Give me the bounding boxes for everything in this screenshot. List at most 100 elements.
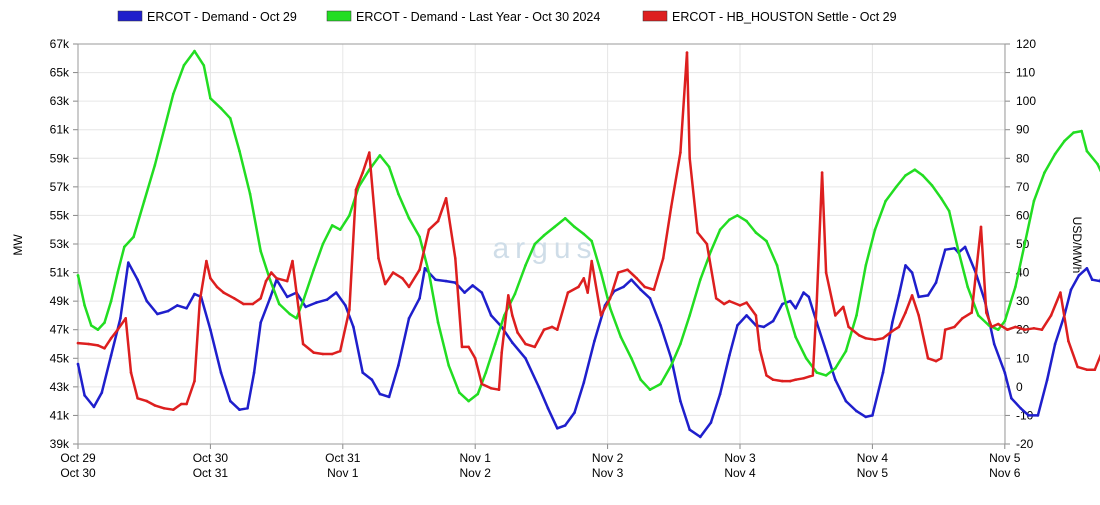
left-tick-label: 57k: [50, 180, 70, 194]
data-point: [397, 192, 400, 196]
data-point: [348, 308, 351, 312]
left-axis-title: MW: [11, 234, 25, 256]
data-point: [979, 225, 983, 229]
series-layer: [76, 49, 1100, 439]
x-tick-label-top: Nov 2: [592, 451, 624, 465]
data-point: [1063, 139, 1066, 143]
data-point: [145, 299, 149, 303]
data-point: [947, 209, 951, 213]
data-point: [1003, 371, 1007, 374]
data-point: [238, 408, 241, 412]
data-point: [563, 217, 567, 220]
right-tick-label: 90: [1016, 123, 1030, 137]
data-point: [1019, 407, 1022, 410]
data-point: [669, 364, 673, 367]
data-point: [804, 357, 808, 360]
data-point: [1023, 328, 1026, 332]
data-point: [378, 392, 382, 396]
data-point: [1085, 368, 1089, 372]
data-point: [315, 301, 318, 304]
data-point: [679, 342, 682, 346]
data-point: [842, 305, 845, 309]
data-point: [497, 388, 501, 392]
data-point: [1090, 278, 1094, 282]
legend-item-2[interactable]: ERCOT - Demand - Last Year - Oct 30 2024: [326, 10, 600, 24]
series-3: [76, 51, 1100, 412]
data-point: [599, 314, 603, 317]
data-point: [1040, 328, 1044, 332]
data-point: [109, 354, 113, 357]
data-point: [714, 297, 718, 300]
legend[interactable]: ERCOT - Demand - Oct 29 ERCOT - Demand - …: [117, 10, 897, 24]
data-point: [330, 352, 334, 356]
left-tick-label: 65k: [50, 66, 70, 80]
data-point: [162, 407, 166, 410]
left-tick-label: 47k: [50, 323, 70, 337]
data-point: [153, 164, 157, 167]
data-point: [268, 297, 272, 300]
data-point: [172, 408, 175, 412]
data-point: [229, 117, 232, 120]
data-point: [685, 51, 689, 54]
data-point: [127, 261, 130, 264]
data-point: [910, 294, 914, 297]
data-point: [996, 328, 1000, 332]
x-tick-label-top: Oct 29: [60, 451, 96, 465]
data-point: [834, 314, 837, 317]
data-point: [524, 342, 527, 346]
data-point: [325, 298, 329, 302]
data-point: [897, 325, 901, 329]
data-point: [354, 188, 358, 191]
data-point: [921, 174, 924, 177]
data-point: [209, 277, 212, 280]
data-point: [444, 279, 448, 283]
data-point: [891, 321, 894, 324]
data-point: [215, 285, 219, 289]
data-point: [454, 257, 457, 260]
data-point: [917, 314, 920, 317]
data-point: [537, 385, 541, 389]
data-point: [728, 299, 731, 303]
data-point: [473, 357, 477, 360]
left-tick-label: 39k: [50, 437, 70, 451]
data-point: [789, 379, 792, 383]
data-point: [76, 341, 80, 345]
data-point: [619, 335, 623, 339]
data-point: [765, 239, 768, 243]
right-axis-title: USD/MWh: [1070, 217, 1084, 274]
legend-item-1[interactable]: ERCOT - Demand - Oct 29: [117, 10, 297, 24]
data-point: [679, 151, 682, 154]
data-point: [855, 314, 858, 317]
data-point: [688, 428, 691, 432]
left-tick-label: 49k: [50, 294, 70, 308]
left-tick-label: 63k: [50, 94, 70, 108]
data-point: [202, 64, 206, 67]
data-point: [1043, 171, 1046, 174]
data-point: [427, 228, 431, 231]
data-point: [361, 371, 365, 374]
data-point: [659, 324, 662, 327]
data-point: [193, 49, 196, 53]
data-point: [745, 219, 748, 223]
data-point: [573, 411, 576, 414]
legend-item-3[interactable]: ERCOT - HB_HOUSTON Settle - Oct 29: [642, 10, 897, 24]
data-point: [304, 305, 308, 309]
data-point: [471, 284, 474, 287]
data-point: [820, 171, 824, 174]
data-point: [87, 342, 90, 346]
data-point: [884, 199, 887, 203]
data-point: [794, 378, 797, 382]
data-point: [136, 278, 139, 282]
data-point: [145, 399, 149, 403]
data-point: [103, 347, 106, 350]
data-point: [652, 288, 656, 292]
data-point: [546, 407, 550, 410]
data-point: [781, 379, 784, 383]
data-point: [312, 351, 316, 354]
data-point: [444, 197, 448, 200]
data-point: [943, 328, 947, 332]
data-point: [785, 304, 788, 307]
data-point: [291, 259, 294, 263]
data-point: [934, 359, 938, 363]
data-point: [930, 184, 934, 187]
